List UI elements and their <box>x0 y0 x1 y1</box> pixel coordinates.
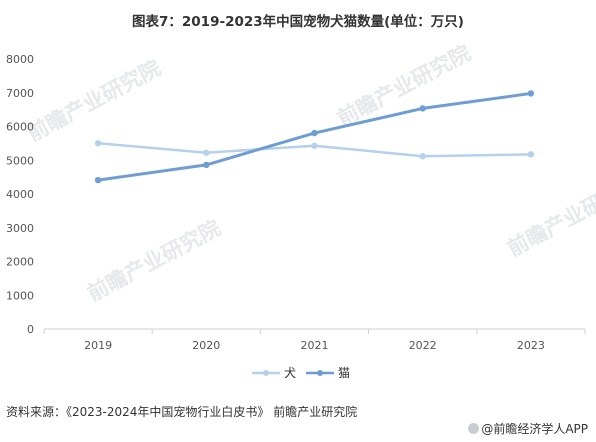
brand-logo-icon <box>468 423 480 434</box>
x-tick-label: 2022 <box>409 339 437 352</box>
y-tick-label: 6000 <box>6 121 34 134</box>
chart-title: 图表7：2019-2023年中国宠物犬猫数量(单位：万只) <box>132 14 464 30</box>
legend-label: 猫 <box>338 366 350 380</box>
y-tick-label: 8000 <box>6 53 34 66</box>
data-point <box>94 176 102 184</box>
data-point <box>203 161 210 169</box>
source-note: 资料来源：《2023-2024年中国宠物行业白皮书》 前瞻产业研究院 <box>6 405 358 419</box>
y-tick-label: 3000 <box>6 222 34 235</box>
line-chart: 0 1000 2000 3000 4000 5000 6000 7000 8000 2019 202… <box>6 53 586 380</box>
brand-label: @前瞻经济学人APP <box>468 420 588 437</box>
axes: 0 1000 2000 3000 4000 5000 6000 7000 8000 2019 202… <box>6 53 586 352</box>
legend-marker <box>317 370 323 376</box>
data-point <box>419 153 426 160</box>
x-tick-label: 2021 <box>301 339 329 352</box>
legend-item-2: 猫 <box>306 366 350 380</box>
legend-label: 犬 <box>284 366 296 380</box>
y-tick-label: 1000 <box>6 289 34 302</box>
x-tick-label: 2019 <box>84 339 112 352</box>
data-point <box>419 105 426 112</box>
x-tick-label: 2023 <box>517 339 545 352</box>
legend: 犬猫 <box>252 366 350 380</box>
series-layer <box>94 90 535 184</box>
legend-item-1: 犬 <box>252 366 296 380</box>
y-tick-label: 2000 <box>6 256 34 269</box>
data-point <box>527 90 535 97</box>
brand-text: @前瞻经济学人APP <box>481 422 588 436</box>
series-1 <box>94 140 535 160</box>
data-point <box>94 140 102 147</box>
data-point <box>203 149 210 156</box>
x-tick-label: 2020 <box>192 339 220 352</box>
series-line-2 <box>96 91 533 182</box>
data-point <box>527 151 535 158</box>
y-tick-label: 7000 <box>6 87 34 100</box>
y-tick-label: 0 <box>27 323 34 336</box>
series-2 <box>94 90 535 184</box>
legend-marker <box>263 370 269 376</box>
y-tick-label: 5000 <box>6 154 34 167</box>
data-point <box>311 129 318 137</box>
data-point <box>311 142 318 149</box>
y-tick-label: 4000 <box>6 188 34 201</box>
